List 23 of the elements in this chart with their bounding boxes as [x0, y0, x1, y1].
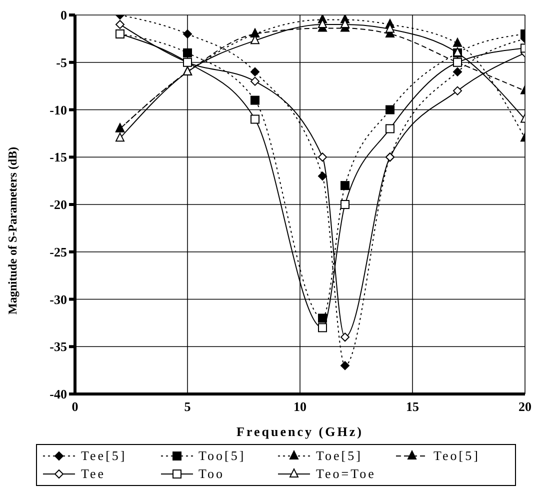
legend-label: Too[5] [198, 448, 246, 464]
x-tick-label: 20 [518, 399, 532, 414]
y-tick-label: -20 [50, 197, 67, 212]
y-tick-label: -5 [56, 54, 68, 70]
x-axis-title: Frequency (GHz) [236, 424, 364, 439]
legend-label: Toe[5] [316, 448, 362, 464]
y-tick-label: -40 [50, 386, 67, 402]
y-tick-label: -30 [50, 292, 67, 307]
y-tick-label: 0 [60, 8, 67, 23]
legend-label: Teo=Toe [316, 466, 376, 482]
y-axis-title: Magnitude of S-Parameters (dB) [5, 146, 20, 314]
y-tick-label: -35 [50, 339, 68, 354]
legend-label: Tee [81, 466, 106, 482]
legend-label: Teo[5] [434, 448, 480, 464]
y-tick-label: -25 [50, 244, 68, 260]
x-tick-label: 0 [72, 399, 78, 414]
y-tick-label: -15 [50, 150, 68, 165]
x-tick-label: 15 [406, 399, 420, 414]
legend-label: Too [198, 466, 225, 482]
legend-label: Tee[5] [81, 448, 127, 464]
y-tick-label: -10 [50, 102, 67, 118]
x-tick-label: 10 [294, 399, 306, 414]
x-tick-label: 5 [184, 399, 192, 414]
